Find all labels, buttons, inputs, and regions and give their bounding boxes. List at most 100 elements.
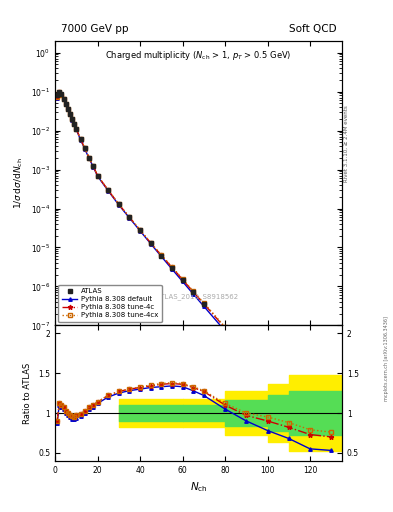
ATLAS — [180, 276, 185, 283]
ATLAS — [95, 173, 100, 179]
Pythia 8.308 tune-4cx — [202, 300, 206, 306]
Pythia 8.308 tune-4c — [87, 155, 92, 161]
Pythia 8.308 tune-4cx — [74, 126, 79, 132]
Line: Pythia 8.308 tune-4cx: Pythia 8.308 tune-4cx — [55, 90, 333, 443]
Pythia 8.308 tune-4c — [74, 126, 79, 132]
Pythia 8.308 default — [159, 253, 163, 260]
Pythia 8.308 tune-4c — [59, 92, 64, 98]
Y-axis label: $1/\sigma\,\mathrm{d}\sigma/\mathrm{d}N_\mathrm{ch}$: $1/\sigma\,\mathrm{d}\sigma/\mathrm{d}N_… — [13, 157, 25, 209]
Pythia 8.308 tune-4cx — [308, 415, 312, 421]
Pythia 8.308 default — [329, 445, 334, 452]
Pythia 8.308 tune-4cx — [72, 121, 77, 127]
Pythia 8.308 default — [286, 397, 291, 403]
ATLAS — [116, 201, 121, 207]
ATLAS — [63, 101, 68, 107]
Pythia 8.308 tune-4cx — [286, 391, 291, 397]
Pythia 8.308 tune-4cx — [138, 227, 142, 233]
Pythia 8.308 tune-4c — [169, 264, 174, 270]
Pythia 8.308 tune-4c — [223, 325, 228, 331]
Text: Charged multiplicity ($N_\mathrm{ch}$ > 1, $p_T$ > 0.5 GeV): Charged multiplicity ($N_\mathrm{ch}$ > … — [105, 50, 292, 62]
ATLAS — [68, 111, 72, 117]
Text: mcplots.cern.ch [arXiv:1306.3436]: mcplots.cern.ch [arXiv:1306.3436] — [384, 316, 389, 401]
ATLAS — [61, 96, 66, 102]
ATLAS — [244, 348, 249, 354]
Pythia 8.308 default — [83, 146, 87, 152]
Text: Soft QCD: Soft QCD — [288, 24, 336, 34]
Pythia 8.308 tune-4c — [180, 276, 185, 283]
Pythia 8.308 default — [57, 89, 62, 95]
ATLAS — [202, 301, 206, 307]
Pythia 8.308 default — [61, 96, 66, 102]
Pythia 8.308 default — [63, 101, 68, 108]
Pythia 8.308 tune-4c — [83, 145, 87, 151]
Pythia 8.308 default — [74, 126, 79, 133]
ATLAS — [83, 145, 87, 152]
Pythia 8.308 tune-4c — [70, 116, 74, 122]
Pythia 8.308 default — [127, 215, 132, 221]
Pythia 8.308 tune-4c — [202, 301, 206, 307]
Pythia 8.308 default — [308, 422, 312, 428]
Pythia 8.308 tune-4c — [191, 289, 195, 295]
Pythia 8.308 tune-4cx — [223, 324, 228, 330]
Pythia 8.308 tune-4cx — [180, 276, 185, 282]
Pythia 8.308 default — [148, 241, 153, 247]
Line: ATLAS: ATLAS — [55, 89, 334, 440]
Pythia 8.308 default — [223, 328, 228, 334]
Text: ATLAS_2010_S8918562: ATLAS_2010_S8918562 — [158, 293, 239, 301]
ATLAS — [78, 136, 83, 142]
Pythia 8.308 tune-4c — [116, 201, 121, 207]
ATLAS — [159, 252, 163, 259]
Text: 7000 GeV pp: 7000 GeV pp — [61, 24, 128, 34]
Pythia 8.308 tune-4cx — [148, 240, 153, 246]
ATLAS — [59, 91, 64, 97]
Pythia 8.308 tune-4c — [78, 136, 83, 142]
Pythia 8.308 tune-4c — [57, 89, 62, 95]
Pythia 8.308 tune-4c — [127, 214, 132, 220]
Pythia 8.308 tune-4c — [68, 111, 72, 117]
ATLAS — [191, 289, 195, 295]
Pythia 8.308 tune-4c — [91, 163, 95, 169]
Pythia 8.308 tune-4c — [329, 440, 334, 446]
Pythia 8.308 default — [59, 92, 64, 98]
Pythia 8.308 tune-4cx — [65, 106, 70, 112]
ATLAS — [223, 325, 228, 331]
Pythia 8.308 tune-4c — [148, 240, 153, 246]
Pythia 8.308 default — [91, 164, 95, 170]
Pythia 8.308 tune-4cx — [116, 201, 121, 207]
Pythia 8.308 tune-4c — [265, 371, 270, 377]
Line: Pythia 8.308 default: Pythia 8.308 default — [55, 91, 333, 451]
Pythia 8.308 tune-4c — [244, 348, 249, 354]
Line: Pythia 8.308 tune-4c: Pythia 8.308 tune-4c — [55, 90, 334, 445]
ATLAS — [87, 155, 92, 161]
ATLAS — [74, 126, 79, 132]
Pythia 8.308 tune-4c — [72, 121, 77, 127]
Pythia 8.308 default — [70, 117, 74, 123]
Pythia 8.308 tune-4cx — [191, 288, 195, 294]
ATLAS — [70, 116, 74, 122]
Pythia 8.308 tune-4c — [95, 173, 100, 179]
Pythia 8.308 tune-4c — [286, 392, 291, 398]
Pythia 8.308 tune-4c — [61, 96, 66, 102]
Pythia 8.308 tune-4cx — [159, 252, 163, 258]
ATLAS — [308, 414, 312, 420]
Pythia 8.308 tune-4cx — [106, 187, 110, 193]
Pythia 8.308 tune-4cx — [61, 96, 66, 102]
ATLAS — [65, 106, 70, 112]
Pythia 8.308 default — [265, 375, 270, 381]
Pythia 8.308 tune-4c — [63, 101, 68, 107]
Pythia 8.308 default — [169, 266, 174, 272]
ATLAS — [148, 240, 153, 246]
Pythia 8.308 tune-4cx — [265, 370, 270, 376]
ATLAS — [55, 92, 59, 98]
Pythia 8.308 tune-4cx — [244, 347, 249, 353]
Pythia 8.308 default — [116, 202, 121, 208]
Pythia 8.308 default — [87, 155, 92, 161]
Pythia 8.308 tune-4cx — [59, 92, 64, 98]
ATLAS — [265, 371, 270, 377]
Text: Rivet 3.1.10, ≥ 2.4M events: Rivet 3.1.10, ≥ 2.4M events — [344, 105, 349, 182]
Pythia 8.308 tune-4cx — [127, 214, 132, 220]
Y-axis label: Ratio to ATLAS: Ratio to ATLAS — [24, 362, 33, 424]
Pythia 8.308 tune-4c — [65, 106, 70, 112]
Pythia 8.308 tune-4c — [159, 252, 163, 259]
Pythia 8.308 tune-4cx — [87, 155, 92, 161]
